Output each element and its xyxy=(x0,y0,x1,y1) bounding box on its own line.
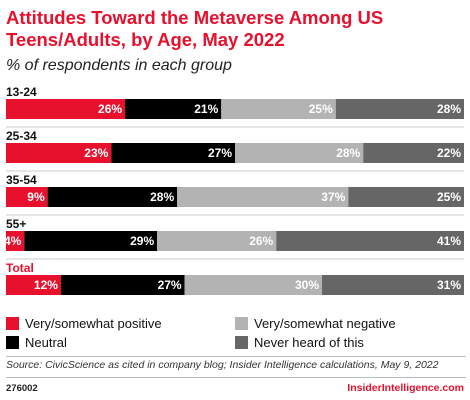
stacked-bar-chart: 13-24 26% 21% 25% 28% 25-34 23% 27% 28% 22% 35-54 9… xyxy=(4,85,464,295)
bar-segment xyxy=(6,99,126,119)
source-note: Source: CivicScience as cited in company… xyxy=(6,359,439,371)
bar-segment xyxy=(125,99,222,119)
source-divider xyxy=(6,356,466,357)
bar-segment xyxy=(6,275,61,295)
bar-segment xyxy=(157,231,277,251)
legend-label-negative: Very/somewhat negative xyxy=(254,316,396,331)
data-label: 23% xyxy=(84,146,108,160)
bar-segment xyxy=(276,231,464,251)
data-label: 4% xyxy=(4,234,22,248)
data-label: 28% xyxy=(336,146,360,160)
bar-segment xyxy=(24,231,158,251)
data-label: 31% xyxy=(437,278,461,292)
data-label: 26% xyxy=(98,102,122,116)
bar-segment xyxy=(47,187,178,207)
bar-segment xyxy=(6,143,112,163)
data-label: 29% xyxy=(130,234,154,248)
data-label: 25% xyxy=(437,190,461,204)
legend: Very/somewhat positive Neutral Very/some… xyxy=(6,314,466,350)
legend-item-positive: Very/somewhat positive xyxy=(6,316,162,331)
bar-segment xyxy=(335,99,464,119)
category-label: 13-24 xyxy=(6,85,37,99)
data-label: 37% xyxy=(321,190,345,204)
data-label: 25% xyxy=(309,102,333,116)
legend-item-never: Never heard of this xyxy=(235,335,364,350)
data-label: 30% xyxy=(295,278,319,292)
footer-divider xyxy=(6,377,466,378)
legend-item-negative: Very/somewhat negative xyxy=(235,316,396,331)
data-label: 28% xyxy=(437,102,461,116)
legend-item-neutral: Neutral xyxy=(6,335,67,350)
data-label: 28% xyxy=(150,190,174,204)
bar-segment xyxy=(221,99,336,119)
chart-subtitle: % of respondents in each group xyxy=(6,57,232,74)
legend-label-positive: Very/somewhat positive xyxy=(25,316,162,331)
bar-segment xyxy=(6,231,25,251)
data-label: 21% xyxy=(194,102,218,116)
data-label: 27% xyxy=(158,278,182,292)
legend-label-never: Never heard of this xyxy=(254,335,364,350)
chart-code: 276002 xyxy=(6,383,38,394)
bar-segment xyxy=(322,275,464,295)
bar-segment xyxy=(363,143,464,163)
legend-swatch-neutral xyxy=(6,336,19,349)
legend-swatch-positive xyxy=(6,317,19,330)
chart-title: Attitudes Toward the Metaverse Among US … xyxy=(6,7,384,50)
bar-segment xyxy=(235,143,364,163)
legend-swatch-never xyxy=(235,336,248,349)
category-label: 25-34 xyxy=(6,129,37,143)
data-label: 12% xyxy=(34,278,58,292)
bar-segment xyxy=(60,275,185,295)
bar-segment xyxy=(6,187,48,207)
legend-label-neutral: Neutral xyxy=(25,335,67,350)
data-label: 22% xyxy=(437,146,461,160)
bar-segment xyxy=(348,187,464,207)
data-label: 41% xyxy=(437,234,461,248)
data-label: 27% xyxy=(208,146,232,160)
category-label: 55+ xyxy=(6,217,26,231)
legend-swatch-negative xyxy=(235,317,248,330)
category-label: 35-54 xyxy=(6,173,37,187)
bar-segment xyxy=(177,187,349,207)
data-label: 9% xyxy=(27,190,45,204)
bar-segment xyxy=(184,275,323,295)
data-label: 26% xyxy=(249,234,273,248)
brand-link[interactable]: InsiderIntelligence.com xyxy=(347,382,464,394)
bar-segment xyxy=(111,143,235,163)
category-label: Total xyxy=(6,261,34,275)
